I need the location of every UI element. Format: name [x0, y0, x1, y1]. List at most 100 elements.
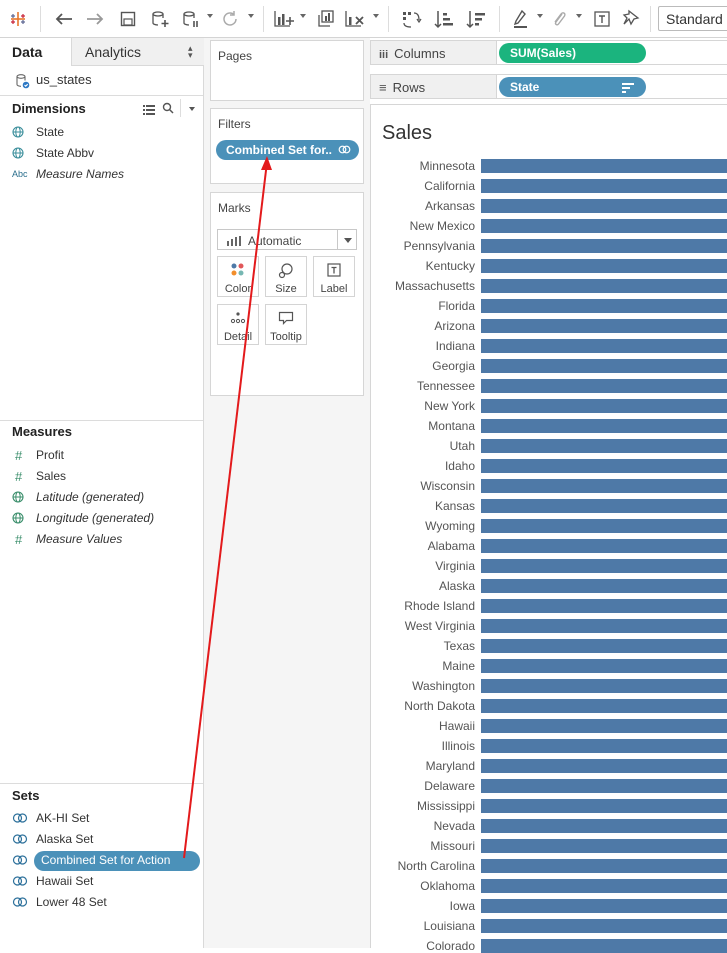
- row-label[interactable]: Kansas: [434, 499, 475, 513]
- sales-bar[interactable]: [481, 379, 727, 393]
- sales-bar[interactable]: [481, 899, 727, 913]
- row-label[interactable]: Kentucky: [425, 259, 475, 273]
- fit-mode-select[interactable]: Standard: [658, 6, 727, 31]
- row-label[interactable]: Iowa: [449, 899, 475, 913]
- rows-shelf[interactable]: State: [497, 74, 727, 99]
- set-item-selected[interactable]: Combined Set for Action: [12, 851, 170, 869]
- chevron-down-icon[interactable]: [300, 14, 306, 18]
- row-label[interactable]: North Carolina: [397, 859, 475, 873]
- row-label[interactable]: Mississippi: [416, 799, 475, 813]
- undo-icon[interactable]: [53, 7, 75, 31]
- row-label[interactable]: Pennsylvania: [403, 239, 475, 253]
- sales-bar[interactable]: [481, 419, 727, 433]
- list-view-icon[interactable]: [143, 104, 155, 115]
- row-label[interactable]: Wyoming: [425, 519, 475, 533]
- measure-field[interactable]: # Profit: [12, 446, 64, 464]
- sales-bar[interactable]: [481, 859, 727, 873]
- sales-bar[interactable]: [481, 539, 727, 553]
- sales-bar[interactable]: [481, 279, 727, 293]
- sales-bar[interactable]: [481, 639, 727, 653]
- sales-bar[interactable]: [481, 659, 727, 673]
- tab-analytics[interactable]: Analytics: [71, 38, 204, 66]
- rows-pill[interactable]: State: [499, 77, 646, 97]
- sales-bar[interactable]: [481, 599, 727, 613]
- row-label[interactable]: Georgia: [432, 359, 475, 373]
- row-label[interactable]: Alabama: [427, 539, 475, 553]
- row-label[interactable]: Hawaii: [438, 719, 475, 733]
- size-button[interactable]: Size: [265, 256, 307, 297]
- measure-field[interactable]: # Measure Values: [12, 530, 122, 548]
- row-label[interactable]: Louisiana: [423, 919, 475, 933]
- row-label[interactable]: Oklahoma: [420, 879, 475, 893]
- row-label[interactable]: Arizona: [434, 319, 475, 333]
- row-label[interactable]: New York: [424, 399, 475, 413]
- sort-ascending-icon[interactable]: [432, 7, 456, 31]
- row-label[interactable]: Maryland: [425, 759, 475, 773]
- chevron-updown-icon[interactable]: ▴ ▾: [188, 43, 193, 60]
- color-button[interactable]: Color: [217, 256, 259, 297]
- sales-bar[interactable]: [481, 259, 727, 273]
- tab-data[interactable]: Data: [0, 38, 71, 66]
- clear-sheet-icon[interactable]: [343, 7, 367, 31]
- sales-bar[interactable]: [481, 479, 727, 493]
- chevron-down-icon[interactable]: [189, 107, 195, 111]
- set-item[interactable]: Hawaii Set: [12, 872, 93, 890]
- chevron-down-icon[interactable]: [248, 14, 254, 18]
- sales-bar[interactable]: [481, 739, 727, 753]
- set-item[interactable]: AK-HI Set: [12, 809, 89, 827]
- tooltip-button[interactable]: Tooltip: [265, 304, 307, 345]
- sales-bar[interactable]: [481, 339, 727, 353]
- tableau-logo-icon[interactable]: [8, 7, 28, 31]
- sales-bar[interactable]: [481, 679, 727, 693]
- row-label[interactable]: Indiana: [435, 339, 475, 353]
- sales-bar[interactable]: [481, 499, 727, 513]
- row-label[interactable]: Alaska: [438, 579, 475, 593]
- row-label[interactable]: Utah: [449, 439, 475, 453]
- row-label[interactable]: New Mexico: [409, 219, 475, 233]
- row-label[interactable]: Minnesota: [419, 159, 475, 173]
- swap-rows-columns-icon[interactable]: [399, 7, 423, 31]
- sales-bar[interactable]: [481, 719, 727, 733]
- label-icon[interactable]: [591, 7, 613, 31]
- sales-bar[interactable]: [481, 179, 727, 193]
- sales-bar[interactable]: [481, 439, 727, 453]
- dropdown-button[interactable]: [337, 230, 356, 249]
- row-label[interactable]: California: [424, 179, 475, 193]
- row-label[interactable]: Maine: [442, 659, 475, 673]
- pause-updates-icon[interactable]: [180, 7, 202, 31]
- row-label[interactable]: West Virginia: [404, 619, 475, 633]
- row-label[interactable]: Delaware: [424, 779, 475, 793]
- measure-field[interactable]: Longitude (generated): [12, 509, 154, 527]
- sales-bar[interactable]: [481, 879, 727, 893]
- sales-bar[interactable]: [481, 519, 727, 533]
- row-label[interactable]: Illinois: [441, 739, 475, 753]
- row-label[interactable]: Texas: [443, 639, 475, 653]
- datasource-name[interactable]: us_states: [36, 72, 92, 87]
- row-label[interactable]: Colorado: [426, 939, 475, 953]
- sales-bar[interactable]: [481, 559, 727, 573]
- chevron-down-icon[interactable]: [537, 14, 543, 18]
- highlight-icon[interactable]: [510, 7, 532, 31]
- sales-bar[interactable]: [481, 399, 727, 413]
- row-label[interactable]: Arkansas: [424, 199, 475, 213]
- detail-button[interactable]: Detail: [217, 304, 259, 345]
- duplicate-sheet-icon[interactable]: [313, 7, 337, 31]
- sales-bar[interactable]: [481, 459, 727, 473]
- set-item[interactable]: Alaska Set: [12, 830, 93, 848]
- refresh-icon[interactable]: [218, 7, 242, 31]
- sales-bar[interactable]: [481, 839, 727, 853]
- chevron-down-icon[interactable]: [576, 14, 582, 18]
- sort-descending-icon[interactable]: [464, 7, 488, 31]
- mark-type-dropdown[interactable]: Automatic: [217, 229, 357, 250]
- sales-bar[interactable]: [481, 579, 727, 593]
- row-label[interactable]: Wisconsin: [420, 479, 475, 493]
- row-label[interactable]: Massachusetts: [394, 279, 475, 293]
- row-label[interactable]: Virginia: [435, 559, 475, 573]
- row-label[interactable]: North Dakota: [404, 699, 475, 713]
- sales-bar[interactable]: [481, 759, 727, 773]
- sales-bar[interactable]: [481, 239, 727, 253]
- filter-pill[interactable]: Combined Set for..: [216, 140, 359, 160]
- columns-shelf[interactable]: SUM(Sales): [497, 40, 727, 65]
- row-label[interactable]: Nevada: [433, 819, 475, 833]
- row-label[interactable]: Florida: [438, 299, 475, 313]
